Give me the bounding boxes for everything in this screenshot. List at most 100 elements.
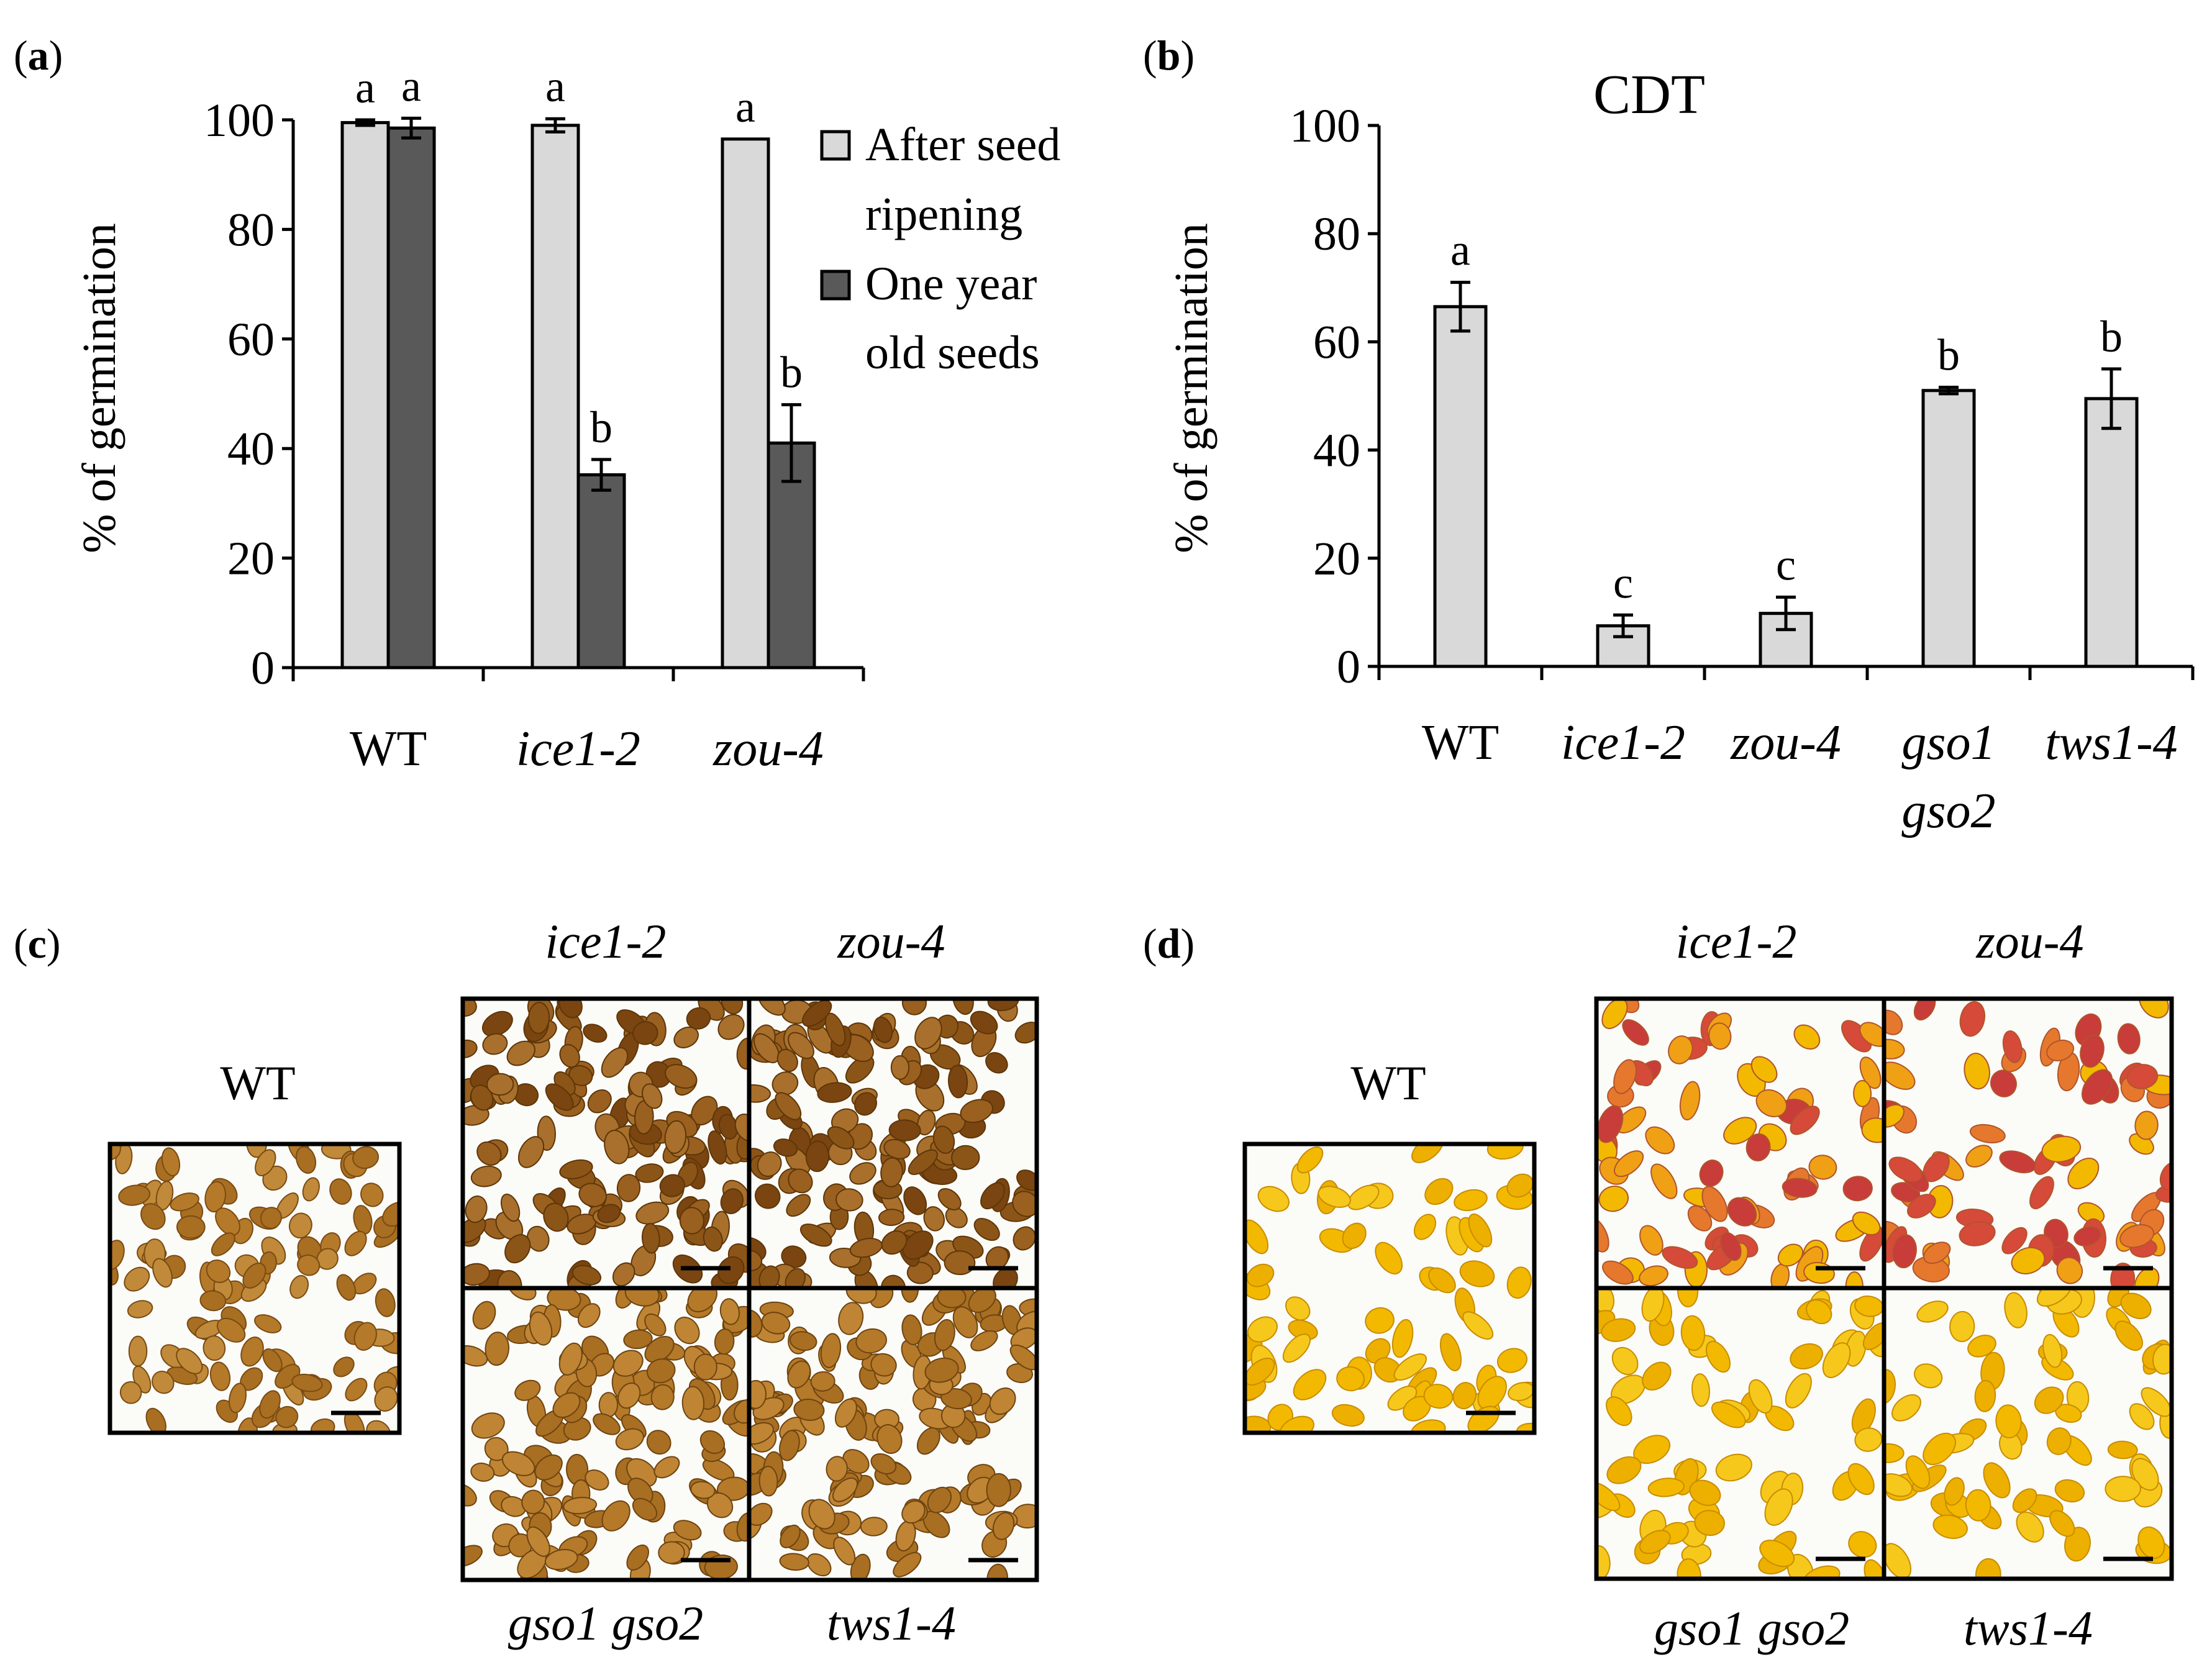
seed — [587, 1089, 612, 1114]
seed — [1606, 1396, 1632, 1427]
photo-d-zou-4 — [1882, 996, 2174, 1291]
seed — [1365, 1307, 1395, 1334]
seed — [827, 1126, 855, 1150]
seed — [259, 1390, 281, 1419]
seed — [572, 1264, 602, 1286]
seed — [1745, 1133, 1771, 1161]
y-tick-label: 100 — [204, 94, 275, 147]
seed — [1854, 1427, 1883, 1452]
seed — [1969, 1123, 2006, 1143]
seed — [776, 1048, 798, 1073]
seed — [832, 1478, 858, 1502]
seed — [820, 1333, 842, 1368]
panel-b-xaxis-labels: WT ice1-2 zou-4 gso1 gso2 tws1-4 — [1422, 715, 2178, 838]
seed — [1859, 1022, 1884, 1047]
seed — [543, 1202, 569, 1232]
significance-letter: a — [1450, 225, 1470, 275]
seed — [1679, 1081, 1701, 1121]
seed — [734, 1114, 749, 1142]
seed — [1506, 1266, 1532, 1299]
seed — [302, 1177, 320, 1202]
panel-b-axes — [1368, 124, 2195, 680]
seed — [1694, 1510, 1725, 1537]
seed — [1949, 1310, 1975, 1342]
seed — [940, 1388, 972, 1410]
seed — [1613, 1059, 1637, 1094]
seed — [2139, 999, 2169, 1019]
seed — [1711, 1401, 1746, 1428]
seed — [2067, 1158, 2100, 1189]
y-tick-label: 20 — [1313, 533, 1360, 585]
seed — [1967, 1335, 1996, 1358]
seed — [1759, 1540, 1795, 1568]
panel-d-seed-photos — [1242, 996, 2174, 1581]
seed — [352, 1146, 380, 1169]
seed — [601, 1500, 630, 1532]
seed — [806, 1553, 832, 1577]
seed — [785, 1268, 806, 1288]
seed — [577, 1303, 601, 1328]
seed — [262, 1348, 283, 1373]
seed — [1914, 1363, 1943, 1389]
seed — [176, 1348, 203, 1374]
seed — [152, 1371, 175, 1394]
seed — [1842, 1176, 1873, 1202]
seed — [2042, 1333, 2063, 1368]
seed — [1647, 1478, 1685, 1497]
seed — [1014, 1022, 1037, 1044]
seed — [788, 1168, 813, 1194]
seed — [1689, 1479, 1721, 1506]
x-category-label-ice1-2: ice1-2 — [516, 722, 640, 776]
seed — [345, 1378, 368, 1402]
seed — [1999, 1150, 2036, 1174]
seed — [2134, 1110, 2159, 1140]
seed — [1439, 1333, 1462, 1371]
seed — [845, 1055, 875, 1084]
seed — [353, 1322, 377, 1351]
seed — [810, 1371, 835, 1392]
seed — [1964, 1053, 1990, 1090]
seed — [736, 1512, 749, 1542]
seed — [1727, 1197, 1757, 1227]
seed — [906, 1261, 934, 1284]
seed — [664, 1120, 687, 1154]
seed — [2004, 1292, 2028, 1328]
seed — [615, 1428, 644, 1451]
seed — [1639, 1530, 1671, 1555]
seed — [2117, 1023, 2141, 1055]
seed — [2046, 1427, 2072, 1455]
seed — [1822, 1342, 1851, 1378]
photo-c-tws1-4-frame — [747, 1286, 1039, 1582]
y-tick-label: 20 — [227, 533, 275, 585]
seed — [901, 999, 927, 1015]
seed — [110, 1240, 125, 1270]
legend-label-one-year-line2: old seeds — [865, 327, 1040, 379]
seed — [1622, 1019, 1649, 1046]
seed — [2126, 1064, 2159, 1089]
panel-b-title: CDT — [1593, 64, 1705, 125]
panel-c-ice1-2-label: ice1-2 — [545, 914, 667, 968]
seed — [1410, 1419, 1446, 1433]
seed — [1611, 1346, 1639, 1376]
seed — [578, 1182, 607, 1207]
seed — [1764, 1488, 1793, 1526]
seed — [242, 1263, 266, 1289]
seed — [228, 1382, 247, 1414]
y-tick-label: 0 — [251, 642, 275, 694]
seed — [881, 1230, 908, 1255]
panel-c-tws1-4-label: tws1-4 — [827, 1596, 956, 1650]
seed — [775, 1092, 802, 1120]
seed — [717, 1256, 745, 1284]
photo-d-tws1-4-frame — [1882, 1286, 2174, 1581]
significance-letter: a — [355, 63, 375, 112]
seed — [506, 1040, 535, 1066]
seed — [758, 1265, 780, 1288]
seed — [128, 1335, 148, 1367]
seed — [2129, 1403, 2155, 1430]
panel-a-legend: After seed ripening One year old seeds — [820, 119, 1060, 379]
bar-after-seed-ripening-zou-4 — [721, 137, 770, 670]
seed — [1884, 1473, 1913, 1497]
seed — [1645, 1126, 1675, 1155]
